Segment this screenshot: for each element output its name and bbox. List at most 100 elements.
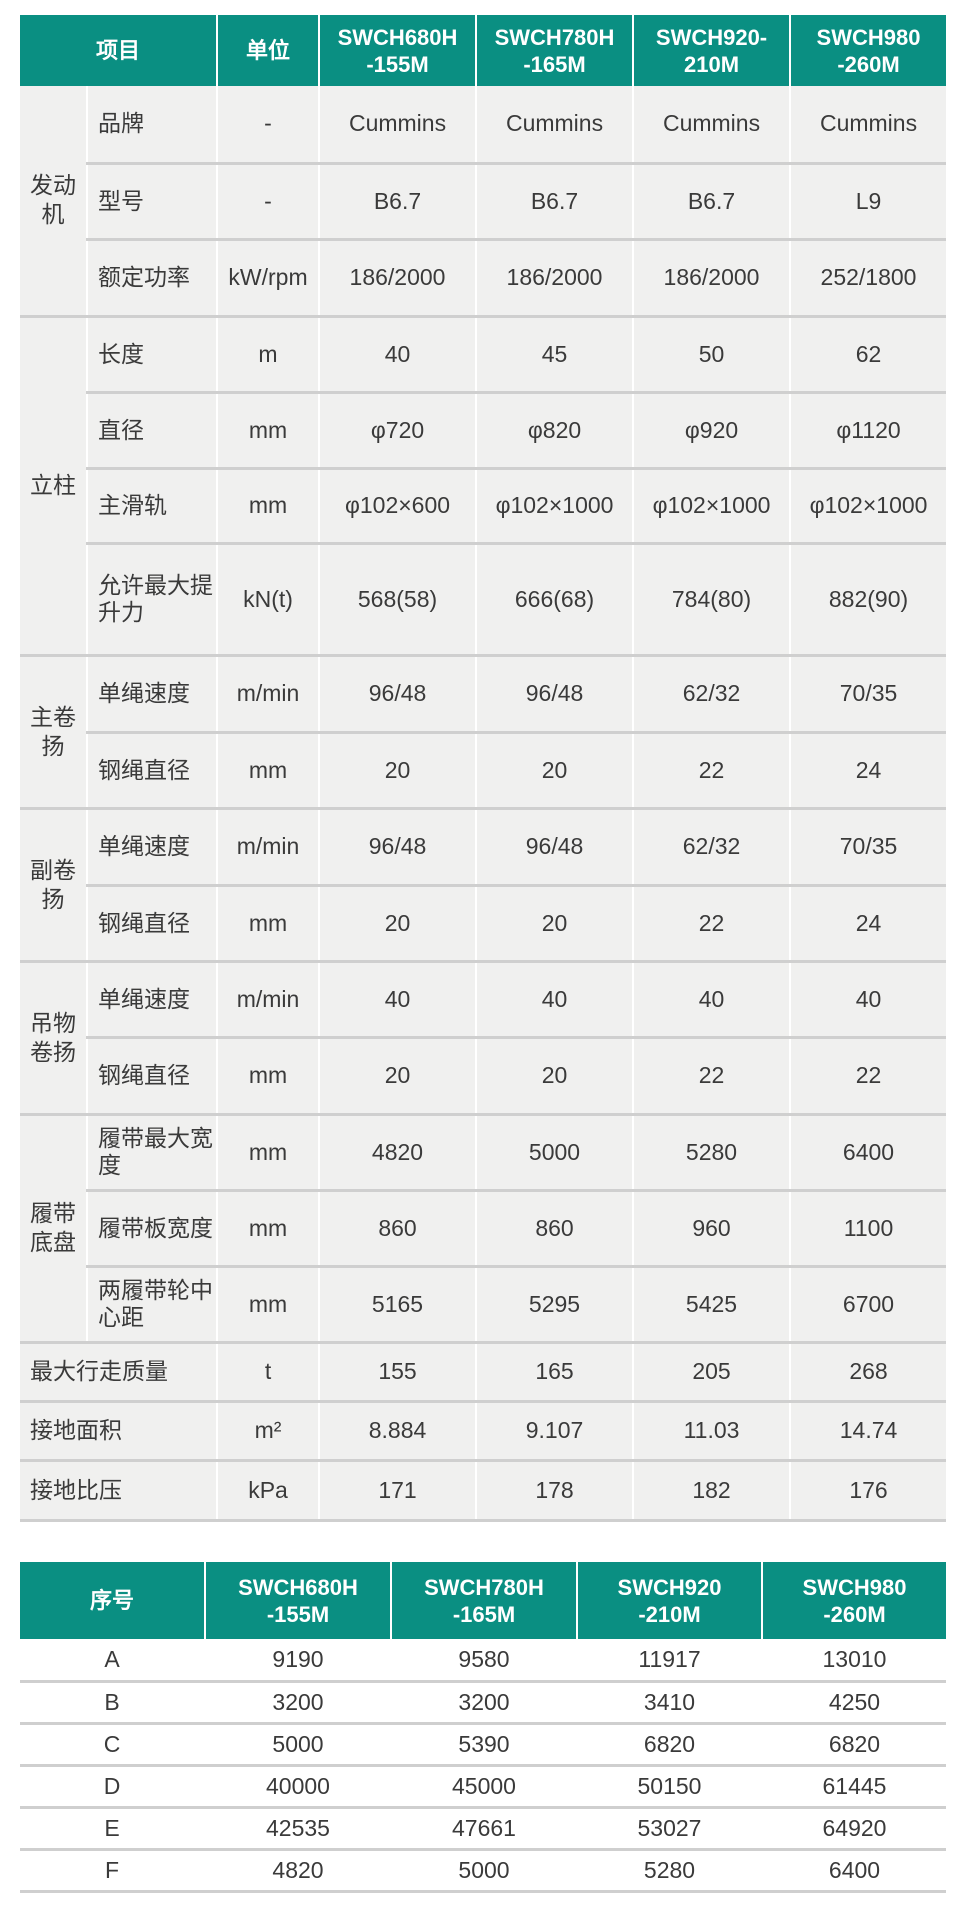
value-cell: 1100 [789,1190,947,1268]
row-unit: m² [216,1401,321,1462]
value-cell: 20 [475,732,635,810]
row-unit: mm [216,1266,321,1344]
table-row: 钢绳直径 mm 20 20 22 24 [20,885,947,963]
value-cell: 5000 [204,1723,392,1767]
value-cell: 22 [632,1037,792,1116]
value-cell: 40 [318,961,478,1039]
row-item: 最大行走质量 [20,1342,219,1403]
row-item: 允许最大提升力 [87,543,219,657]
value-cell: 40 [632,961,792,1039]
row-unit: m [216,316,321,394]
value-cell: 205 [632,1342,792,1403]
value-cell: 22 [632,885,792,963]
value-cell: 40000 [204,1765,392,1809]
value-cell: 24 [789,885,947,963]
row-index: A [20,1639,206,1683]
value-cell: 62/32 [632,808,792,887]
table-row: F 4820 5000 5280 6400 [20,1849,946,1893]
spec-table: 项目 单位 SWCH680H -155M SWCH780H -165M SWCH92… [20,15,947,1522]
value-cell: 960 [632,1190,792,1268]
value-cell: 45000 [390,1765,578,1809]
value-cell: 11917 [576,1639,763,1683]
row-unit: t [216,1342,321,1403]
value-cell: 62/32 [632,655,792,734]
row-index: B [20,1681,206,1725]
value-cell: 40 [789,961,947,1039]
value-cell: 155 [318,1342,478,1403]
header-model: SWCH780H -165M [390,1562,578,1639]
value-cell: 882(90) [789,543,947,657]
value-cell: 96/48 [318,808,478,887]
value-cell: 3200 [204,1681,392,1725]
value-cell: 9580 [390,1639,578,1683]
value-cell: Cummins [632,86,792,165]
value-cell: 96/48 [475,655,635,734]
table-row: 接地比压 kPa 171 178 182 176 [20,1460,947,1522]
value-cell: 5295 [475,1266,635,1344]
value-cell: 3200 [390,1681,578,1725]
value-cell: 268 [789,1342,947,1403]
row-item: 品牌 [85,86,219,165]
value-cell: φ720 [318,392,478,470]
row-item: 钢绳直径 [87,885,219,963]
value-cell: 6700 [789,1266,947,1344]
row-unit: - [216,163,321,241]
header-model: SWCH680H -155M [318,15,478,86]
value-cell: 6400 [761,1849,946,1893]
row-unit: kW/rpm [216,239,321,318]
row-unit: mm [216,732,321,810]
value-cell: φ820 [475,392,635,470]
value-cell: 47661 [390,1807,578,1851]
value-cell: φ920 [632,392,792,470]
value-cell: 20 [318,732,478,810]
value-cell: Cummins [475,86,635,165]
row-index: F [20,1849,206,1893]
row-unit: mm [216,392,321,470]
table-row: 履带板宽度 mm 860 860 960 1100 [20,1190,947,1268]
row-item: 型号 [87,163,219,241]
value-cell: φ102×1000 [632,468,792,545]
table-row: 副卷扬 单绳速度 m/min 96/48 96/48 62/32 70/35 [20,808,947,963]
value-cell: 5000 [475,1114,635,1192]
table-row: E 42535 47661 53027 64920 [20,1807,946,1851]
value-cell: 70/35 [789,655,947,734]
value-cell: 860 [318,1190,478,1268]
row-unit: mm [216,1190,321,1268]
table-row: 额定功率 kW/rpm 186/2000 186/2000 186/2000 252/18… [20,239,947,318]
value-cell: 178 [475,1460,635,1522]
value-cell: 5390 [390,1723,578,1767]
value-cell: 24 [789,732,947,810]
value-cell: φ1120 [789,392,947,470]
header-unit: 单位 [216,15,321,86]
header-model: SWCH980 -260M [789,15,947,86]
value-cell: 186/2000 [632,239,792,318]
value-cell: 165 [475,1342,635,1403]
table-row: A 9190 9580 11917 13010 [20,1639,946,1683]
value-cell: 568(58) [318,543,478,657]
value-cell: 6820 [761,1723,946,1767]
value-cell: 40 [475,961,635,1039]
dimension-table: 序号 SWCH680H -155M SWCH780H -165M SWCH920 -… [20,1562,946,1893]
value-cell: 6820 [576,1723,763,1767]
table-row: 发动机 品牌 - Cummins Cummins Cummins Cummins [20,86,947,318]
table-row: 两履带轮中心距 mm 5165 5295 5425 6700 [20,1266,947,1344]
value-cell: 42535 [204,1807,392,1851]
table-row: 最大行走质量 t 155 165 205 268 [20,1342,947,1403]
group-label: 吊物卷扬 [20,961,88,1116]
group-label: 主卷扬 [20,655,88,810]
row-item: 两履带轮中心距 [87,1266,219,1344]
table-row: C 5000 5390 6820 6820 [20,1723,946,1767]
value-cell: 96/48 [475,808,635,887]
table-row: D 40000 45000 50150 61445 [20,1765,946,1809]
value-cell: 20 [318,885,478,963]
table-row: 吊物卷扬 单绳速度 m/min 40 40 40 40 [20,961,947,1116]
value-cell: 70/35 [789,808,947,887]
value-cell: 182 [632,1460,792,1522]
value-cell: 20 [318,1037,478,1116]
value-cell: 22 [789,1037,947,1116]
row-unit: mm [216,885,321,963]
value-cell: 186/2000 [318,239,478,318]
row-unit: mm [216,1114,321,1192]
table-row: 立柱 长度 m 40 45 50 62 [20,316,947,657]
value-cell: 9.107 [475,1401,635,1462]
